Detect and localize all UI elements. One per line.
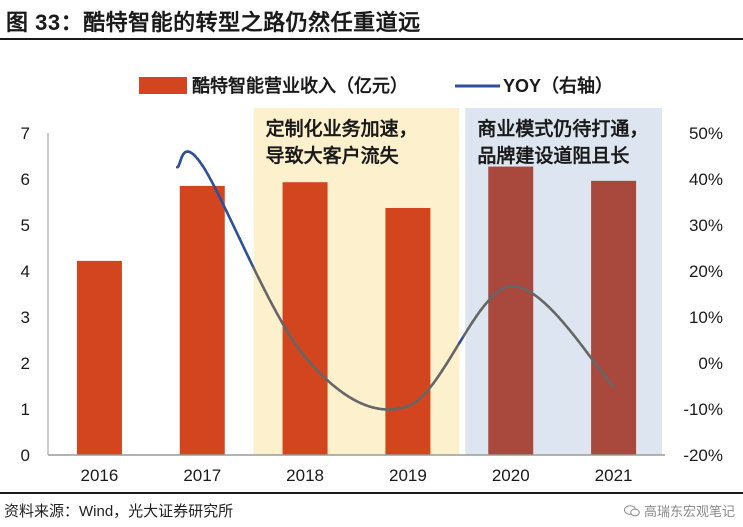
y-right-tick-label: -20% <box>683 446 723 465</box>
y-right-tick-label: 30% <box>689 216 723 235</box>
y-right-tick-label: 50% <box>689 124 723 143</box>
y-left-tick-label: 0 <box>21 446 30 465</box>
watermark: 高瑞东宏观笔记 <box>623 501 735 520</box>
legend-bar-swatch <box>139 77 187 94</box>
yoy-line <box>217 193 224 205</box>
yoy-line <box>238 237 246 250</box>
legend-bar-label: 酷特智能营业收入（亿元） <box>192 75 408 96</box>
annotation-text: 定制化业务加速， <box>266 117 418 140</box>
bar <box>488 166 534 455</box>
source-note: 资料来源：Wind，光大证券研究所 <box>4 503 234 520</box>
y-right-tick-label: -10% <box>683 400 723 419</box>
yoy-line <box>252 266 260 279</box>
yoy-line <box>247 256 255 269</box>
yoy-line <box>256 276 265 289</box>
watermark-text: 高瑞东宏观笔记 <box>643 504 735 519</box>
yoy-line <box>266 295 275 307</box>
yoy-line <box>225 209 233 222</box>
y-left-tick-label: 5 <box>21 216 30 235</box>
x-tick-label: 2017 <box>183 466 221 485</box>
y-right-tick-label: 0% <box>698 354 723 373</box>
y-left-tick-label: 4 <box>21 262 30 281</box>
yoy-line <box>462 327 470 338</box>
yoy-line <box>285 329 293 340</box>
yoy-line <box>449 348 457 359</box>
yoy-line <box>458 334 465 345</box>
y-left-tick-label: 7 <box>21 124 30 143</box>
bar <box>591 180 637 455</box>
bar <box>179 185 225 455</box>
chart-title: 图 33：酷特智能的转型之路仍然任重道远 <box>6 10 421 35</box>
yoy-line <box>261 285 270 298</box>
yoy-line <box>609 382 615 388</box>
y-left-tick-label: 6 <box>21 170 30 189</box>
yoy-line <box>445 355 453 366</box>
yoy-line <box>271 304 279 316</box>
legend-line-label: YOY（右轴） <box>503 75 613 96</box>
yoy-line <box>221 201 228 213</box>
yoy-line <box>213 186 220 197</box>
x-tick-label: 2018 <box>286 466 324 485</box>
source-bar: 资料来源：Wind，光大证券研究所 高瑞东宏观笔记 <box>0 492 743 527</box>
y-left-tick-label: 3 <box>21 308 30 327</box>
annotation-text: 导致大客户流失 <box>266 144 400 167</box>
x-tick-label: 2021 <box>595 466 633 485</box>
x-tick-label: 2020 <box>492 466 530 485</box>
title-bar: 图 33：酷特智能的转型之路仍然任重道远 <box>0 0 743 40</box>
bar <box>385 207 431 455</box>
yoy-line <box>290 337 298 347</box>
x-tick-label: 2016 <box>81 466 119 485</box>
y-left-tick-label: 2 <box>21 354 30 373</box>
yoy-line <box>229 218 237 231</box>
yoy-line <box>466 321 474 331</box>
bar <box>282 182 328 455</box>
yoy-line <box>453 341 461 352</box>
annotation-text: 品牌建设道阻且长 <box>477 144 630 167</box>
y-right-tick-label: 20% <box>689 262 723 281</box>
yoy-line <box>281 321 289 333</box>
yoy-line <box>233 227 241 240</box>
x-tick-label: 2019 <box>389 466 427 485</box>
y-right-tick-label: 40% <box>689 170 723 189</box>
bar <box>76 260 122 455</box>
revenue-yoy-chart: 定制化业务加速， 导致大客户流失 商业模式仍待打通， 品牌建设道阻且长 0 1 2 3 4 5 6 7… <box>21 75 723 485</box>
yoy-line <box>276 313 284 325</box>
yoy-line <box>440 362 448 372</box>
wechat-icon <box>623 504 640 516</box>
y-left-tick-label: 1 <box>21 400 30 419</box>
annotation-text: 商业模式仍待打通， <box>477 117 648 140</box>
yoy-line <box>242 246 251 260</box>
y-right-tick-label: 10% <box>689 308 723 327</box>
